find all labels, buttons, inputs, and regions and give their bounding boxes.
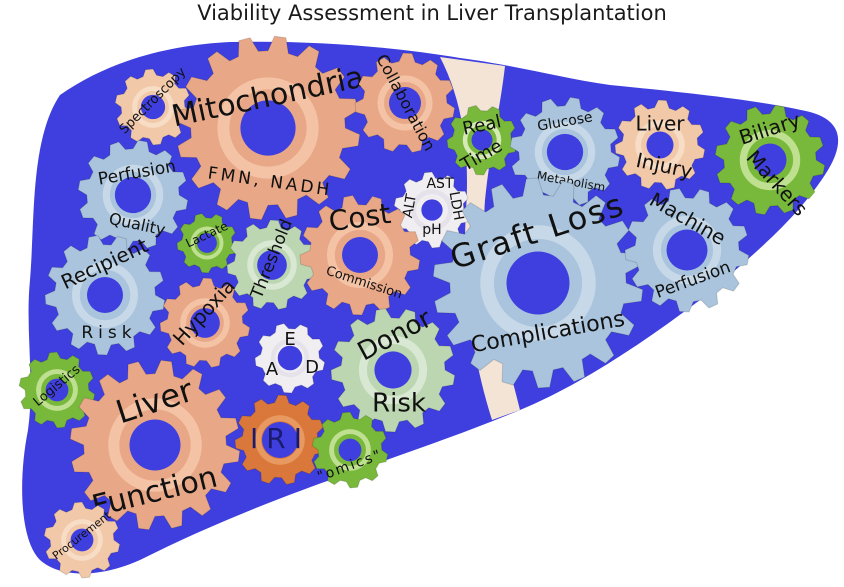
gear-hole xyxy=(87,277,123,313)
gear-label: D xyxy=(305,357,319,378)
gear-hole xyxy=(753,143,787,177)
gear-hole xyxy=(338,438,362,462)
gear-hole xyxy=(277,345,303,371)
gear: "omics" xyxy=(311,411,389,489)
gear-hole xyxy=(506,251,570,315)
title: Viability Assessment in Liver Transplant… xyxy=(197,1,667,25)
gear-label: A xyxy=(266,359,279,380)
gear-hole xyxy=(240,100,296,156)
gear-label: AST xyxy=(426,176,453,192)
gear: Collaboration xyxy=(354,51,456,154)
gear-hole xyxy=(129,419,181,471)
gear-hole xyxy=(646,131,674,159)
gear-hole xyxy=(70,528,94,552)
gear-hole xyxy=(262,422,298,458)
gear-label: Liver xyxy=(635,112,685,136)
gear: AST ALT LDH pH xyxy=(393,171,471,249)
gear: EA D xyxy=(254,322,326,394)
gear-hole xyxy=(421,199,443,221)
gear-hole xyxy=(374,351,412,389)
gear-label: ALT xyxy=(400,192,420,219)
gear-hole xyxy=(666,229,708,271)
gear-label: Risk xyxy=(81,323,136,343)
gear-label: IRI xyxy=(250,422,310,455)
gear: Hypoxia xyxy=(159,274,251,369)
gear: Lactate xyxy=(176,212,238,274)
gear-label: E xyxy=(284,329,295,350)
gear-hole xyxy=(257,250,287,280)
gear-hole xyxy=(389,87,421,119)
gear-hole xyxy=(190,308,220,338)
gear: Spectroscopy xyxy=(114,65,192,146)
gear-label: pH xyxy=(422,222,441,238)
gear-hole xyxy=(546,133,584,171)
gear-label: Risk xyxy=(372,389,426,419)
gear: Procurement xyxy=(43,501,121,579)
gear: Threshold xyxy=(226,216,318,311)
gear-hole xyxy=(342,237,378,273)
gear-hole xyxy=(45,378,69,402)
gear: Logistics xyxy=(18,351,96,429)
gear-label: LDH xyxy=(446,190,467,221)
gear-hole xyxy=(114,176,152,214)
gear-hole xyxy=(471,129,493,151)
gear-hole xyxy=(197,233,217,253)
gear-hole xyxy=(140,94,166,120)
gear: IRI xyxy=(234,394,326,486)
